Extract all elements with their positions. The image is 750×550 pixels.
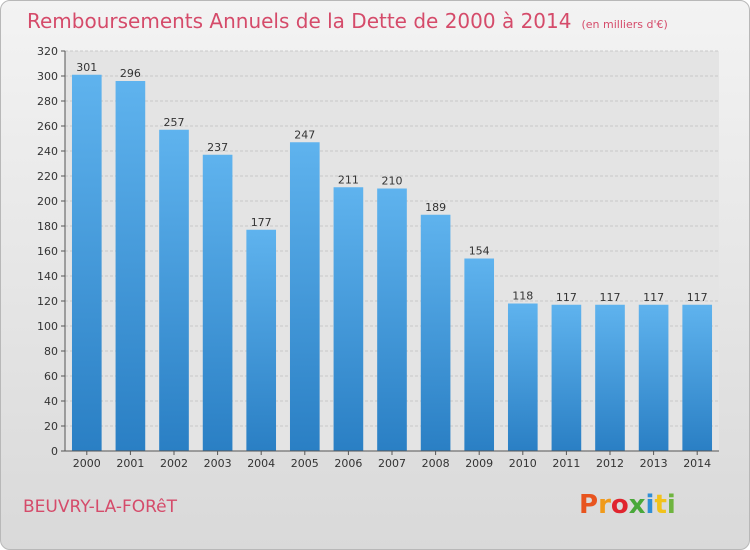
logo-letter: r xyxy=(598,490,611,520)
x-tick-label: 2005 xyxy=(291,457,319,470)
chart-title: Remboursements Annuels de la Dette de 20… xyxy=(27,9,668,33)
y-tick-label: 100 xyxy=(37,320,58,333)
y-tick-label: 320 xyxy=(37,45,58,58)
x-tick-label: 2012 xyxy=(596,457,624,470)
data-label: 210 xyxy=(382,175,403,188)
x-tick-label: 2007 xyxy=(378,457,406,470)
data-label: 154 xyxy=(469,245,490,258)
x-tick-label: 2000 xyxy=(73,457,101,470)
x-tick-label: 2014 xyxy=(683,457,711,470)
commune-name: BEUVRY-LA-FORêT xyxy=(23,497,178,517)
proxiti-logo: Proxiti xyxy=(579,490,676,520)
chart-title-text: Remboursements Annuels de la Dette de 20… xyxy=(27,9,572,33)
bar xyxy=(682,304,713,451)
x-tick-label: 2004 xyxy=(247,457,275,470)
y-tick-label: 300 xyxy=(37,70,58,83)
y-tick-label: 240 xyxy=(37,145,58,158)
data-label: 117 xyxy=(687,291,708,304)
y-tick-label: 60 xyxy=(44,370,58,383)
y-tick-label: 40 xyxy=(44,395,58,408)
y-tick-label: 0 xyxy=(51,445,58,458)
data-label: 117 xyxy=(600,291,621,304)
y-tick-label: 140 xyxy=(37,270,58,283)
bar xyxy=(71,74,102,451)
y-tick-label: 260 xyxy=(37,120,58,133)
x-tick-label: 2011 xyxy=(552,457,580,470)
data-label: 189 xyxy=(425,201,446,214)
chart-unit-note: (en milliers d'€) xyxy=(581,18,668,31)
y-tick-label: 80 xyxy=(44,345,58,358)
data-label: 257 xyxy=(164,116,185,129)
x-tick-label: 2010 xyxy=(509,457,537,470)
x-tick-label: 2009 xyxy=(465,457,493,470)
y-tick-label: 120 xyxy=(37,295,58,308)
bar xyxy=(377,188,407,451)
data-label: 296 xyxy=(120,67,141,80)
bar xyxy=(464,258,495,451)
bar xyxy=(202,154,233,451)
bar xyxy=(595,304,625,451)
bar-chart: 301 296 257 237 177 247 211 210 189 154 118 117 117 1… xyxy=(37,45,719,470)
logo-letter: P xyxy=(579,490,599,520)
bar xyxy=(507,303,538,451)
data-label: 211 xyxy=(338,173,359,186)
bar xyxy=(115,81,146,451)
logo-letter: o xyxy=(610,490,629,520)
data-label: 247 xyxy=(294,128,315,141)
logo-letter: i xyxy=(666,490,676,520)
logo-letter: t xyxy=(654,490,667,520)
data-label: 118 xyxy=(512,290,533,303)
x-tick-label: 2002 xyxy=(160,457,188,470)
bar xyxy=(289,142,320,451)
x-tick-label: 2003 xyxy=(204,457,232,470)
x-tick-label: 2008 xyxy=(422,457,450,470)
data-label: 177 xyxy=(251,216,272,229)
bar xyxy=(420,214,451,451)
data-label: 301 xyxy=(76,61,97,74)
data-label: 117 xyxy=(643,291,664,304)
y-tick-label: 180 xyxy=(37,220,58,233)
x-tick-label: 2001 xyxy=(116,457,144,470)
logo-letter: x xyxy=(628,490,646,520)
bar xyxy=(551,304,582,451)
x-tick-label: 2013 xyxy=(640,457,668,470)
y-tick-label: 200 xyxy=(37,195,58,208)
bar xyxy=(333,187,364,451)
data-label: 237 xyxy=(207,141,228,154)
logo-letter: i xyxy=(645,490,655,520)
y-tick-label: 220 xyxy=(37,170,58,183)
y-tick-label: 280 xyxy=(37,95,58,108)
bar xyxy=(159,129,189,451)
y-tick-label: 160 xyxy=(37,245,58,258)
data-label: 117 xyxy=(556,291,577,304)
bar xyxy=(246,229,277,451)
bar xyxy=(638,304,669,451)
x-tick-label: 2006 xyxy=(334,457,362,470)
y-tick-label: 20 xyxy=(44,420,58,433)
